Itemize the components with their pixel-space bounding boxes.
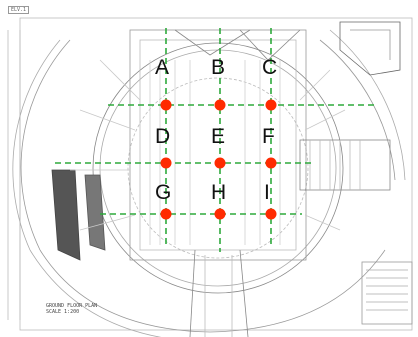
point-label-c: C — [262, 56, 278, 79]
plan-title-block: GROUND FLOOR PLAN SCALE 1:200 — [46, 303, 97, 315]
point-label-a: A — [155, 56, 170, 79]
grid-point-f — [265, 157, 277, 169]
sheet-tag: ELV.1 — [8, 6, 30, 14]
point-label-g: G — [155, 181, 172, 204]
grid-point-a — [160, 99, 172, 111]
grid-point-d — [160, 157, 172, 169]
plan-scale: SCALE 1:200 — [46, 309, 80, 315]
grid-point-e — [214, 157, 226, 169]
grid-point-i — [265, 208, 277, 220]
grid-points — [160, 99, 277, 220]
point-label-f: F — [262, 125, 275, 148]
grid-point-b — [214, 99, 226, 111]
grid-point-c — [265, 99, 277, 111]
grid-point-g — [160, 208, 172, 220]
point-label-i: I — [264, 181, 270, 204]
point-label-d: D — [155, 125, 171, 148]
plan-linework — [7, 17, 413, 337]
point-label-b: B — [211, 56, 226, 79]
plan-title: GROUND FLOOR PLAN — [46, 303, 98, 309]
grid-point-h — [214, 208, 226, 220]
point-label-e: E — [211, 125, 226, 148]
point-label-h: H — [211, 181, 227, 204]
